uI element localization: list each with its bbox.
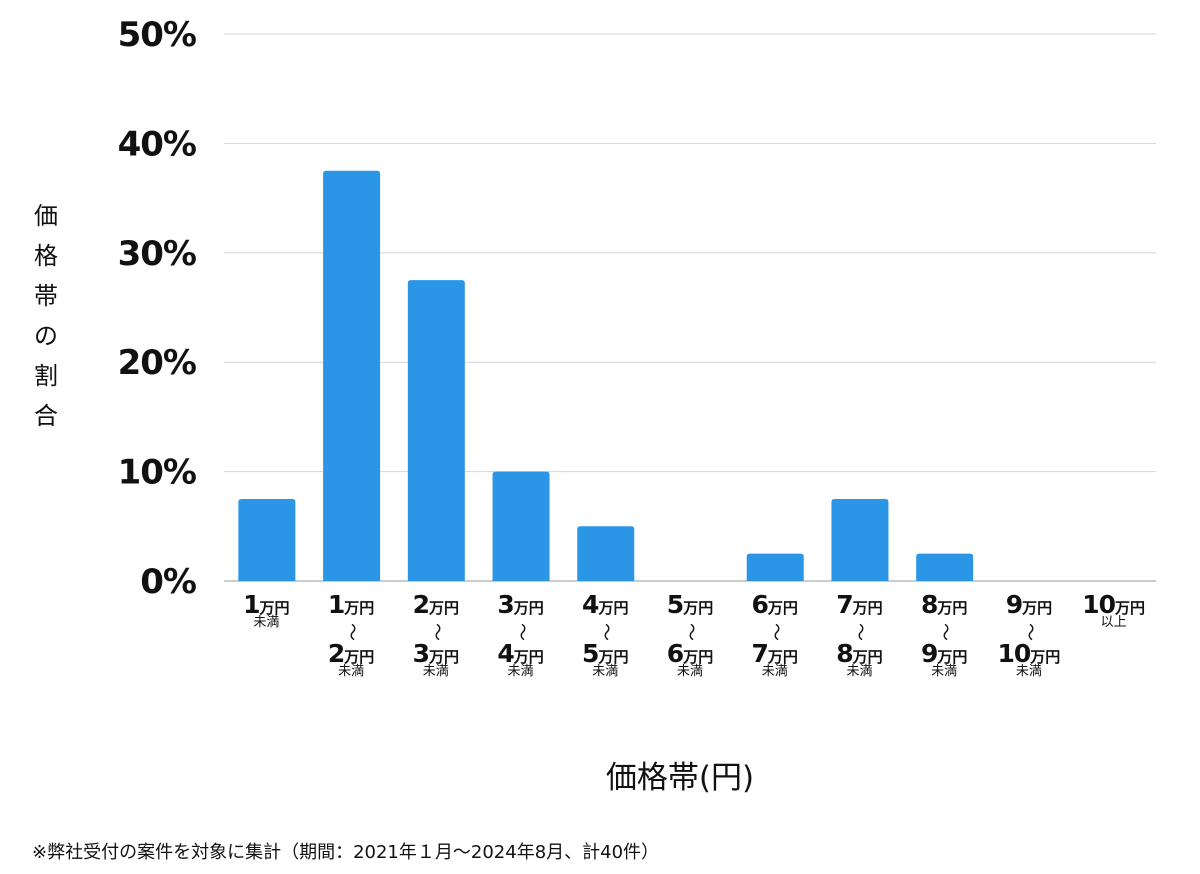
- x-tick-number: 9: [920, 639, 938, 668]
- x-tick-label: 10万円 以上: [1072, 592, 1156, 629]
- x-tick-range-sep: 〜: [341, 623, 363, 641]
- x-tick-range-sep: 〜: [764, 623, 786, 641]
- x-tick-number: 3: [412, 639, 430, 668]
- y-axis-title-char: 割: [34, 362, 58, 390]
- bar: [323, 170, 381, 581]
- x-tick-range-sep: 〜: [934, 623, 956, 641]
- x-tick-range-sep: 〜: [510, 623, 532, 641]
- y-axis-title-char: 価: [34, 202, 58, 230]
- bar: [577, 526, 635, 581]
- x-tick-note: 未満: [422, 664, 449, 679]
- x-tick-number: 8: [920, 590, 938, 619]
- x-tick-unit: 万円: [937, 648, 968, 666]
- x-tick-number: 9: [1005, 590, 1023, 619]
- x-tick-note: 未満: [761, 664, 788, 679]
- x-tick-number: 6: [666, 639, 684, 668]
- x-tick-unit: 万円: [598, 648, 629, 666]
- y-tick-label: 40%: [118, 124, 196, 164]
- x-tick-number: 2: [327, 639, 345, 668]
- x-tick-unit: 万円: [344, 599, 375, 617]
- x-tick-unit: 万円: [767, 648, 798, 666]
- x-tick-range-sep: 〜: [680, 623, 701, 641]
- y-tick-label: 10%: [118, 453, 196, 493]
- x-tick-unit: 万円: [513, 648, 544, 666]
- x-tick-unit: 万円: [767, 599, 798, 617]
- x-tick-note: 未満: [592, 664, 619, 679]
- x-tick-number: 3: [497, 590, 514, 619]
- y-tick-label: 30%: [118, 234, 196, 274]
- bar: [916, 553, 974, 581]
- x-tick-number: 6: [751, 590, 769, 619]
- x-tick-number: 7: [836, 590, 853, 619]
- bar: [492, 471, 550, 581]
- x-tick-number: 5: [666, 590, 684, 619]
- x-tick-unit: 万円: [1030, 648, 1061, 666]
- x-tick-note: 以上: [1100, 615, 1127, 630]
- x-tick-unit: 万円: [598, 599, 629, 617]
- x-tick-label: 8万円〜 9万円 未満: [902, 592, 986, 678]
- x-tick-number: 8: [836, 639, 853, 668]
- x-tick-number: 5: [582, 639, 599, 668]
- x-tick-label: 5万円〜 6万円 未満: [648, 592, 732, 678]
- x-tick-label: 1万円〜 2万円 未満: [309, 592, 393, 678]
- x-tick-unit: 万円: [513, 599, 544, 617]
- footnote: ※弊社受付の案件を対象に集計（期間：2021年１月〜2024年8月、計40件）: [32, 842, 660, 863]
- x-tick-number: 10: [997, 639, 1032, 668]
- x-tick-number: 10: [1082, 590, 1116, 619]
- y-tick-label: 50%: [118, 15, 196, 55]
- bar: [746, 553, 804, 581]
- x-tick-number: 4: [497, 639, 514, 668]
- x-tick-label: 6万円〜 7万円 未満: [733, 592, 817, 678]
- x-tick-range-sep: 〜: [425, 623, 447, 641]
- x-tick-label: 7万円〜 8万円 未満: [817, 592, 901, 678]
- bar: [407, 280, 465, 581]
- y-tick-label: 0%: [140, 562, 196, 602]
- x-tick-note: 未満: [676, 664, 703, 679]
- x-tick-number: 1: [243, 590, 260, 619]
- x-tick-number: 7: [751, 639, 769, 668]
- y-axis-title-char: 格: [34, 242, 58, 270]
- x-tick-unit: 万円: [852, 648, 883, 666]
- x-tick-label: 1万円 未満: [224, 592, 308, 629]
- y-axis-title-char: の: [34, 322, 58, 350]
- x-tick-note: 未満: [1015, 664, 1042, 679]
- bar: [238, 498, 296, 581]
- y-axis-title-char: 帯: [34, 282, 58, 310]
- x-tick-number: 1: [327, 590, 345, 619]
- x-tick-unit: 万円: [429, 599, 460, 617]
- x-tick-unit: 万円: [1115, 599, 1146, 617]
- x-axis-title: 価格帯(円): [605, 760, 755, 796]
- x-tick-note: 未満: [253, 615, 280, 630]
- x-tick-range-sep: 〜: [595, 623, 617, 641]
- x-tick-range-sep: 〜: [849, 623, 871, 641]
- x-tick-unit: 万円: [852, 599, 883, 617]
- x-tick-unit: 万円: [1022, 599, 1053, 617]
- x-tick-unit: 万円: [344, 648, 375, 666]
- x-tick-unit: 万円: [937, 599, 968, 617]
- x-tick-label: 9万円〜 10万円 未満: [987, 592, 1071, 678]
- y-axis-title-char: 合: [34, 402, 58, 430]
- x-tick-unit: 万円: [683, 599, 714, 617]
- x-tick-note: 未満: [338, 664, 365, 679]
- x-tick-number: 2: [412, 590, 430, 619]
- x-tick-unit: 万円: [683, 648, 714, 666]
- bar: [831, 498, 889, 581]
- x-tick-note: 未満: [507, 664, 534, 679]
- x-tick-label: 4万円〜 5万円 未満: [563, 592, 647, 678]
- x-tick-number: 4: [582, 590, 599, 619]
- x-tick-note: 未満: [931, 664, 958, 679]
- x-tick-range-sep: 〜: [1018, 623, 1040, 641]
- x-tick-label: 3万円〜 4万円 未満: [479, 592, 563, 678]
- x-tick-unit: 万円: [259, 599, 290, 617]
- y-axis-title: 価格帯の割合: [28, 196, 64, 436]
- x-tick-note: 未満: [846, 664, 873, 679]
- x-tick-unit: 万円: [429, 648, 460, 666]
- x-tick-label: 2万円〜 3万円 未満: [394, 592, 478, 678]
- y-tick-label: 20%: [118, 343, 196, 383]
